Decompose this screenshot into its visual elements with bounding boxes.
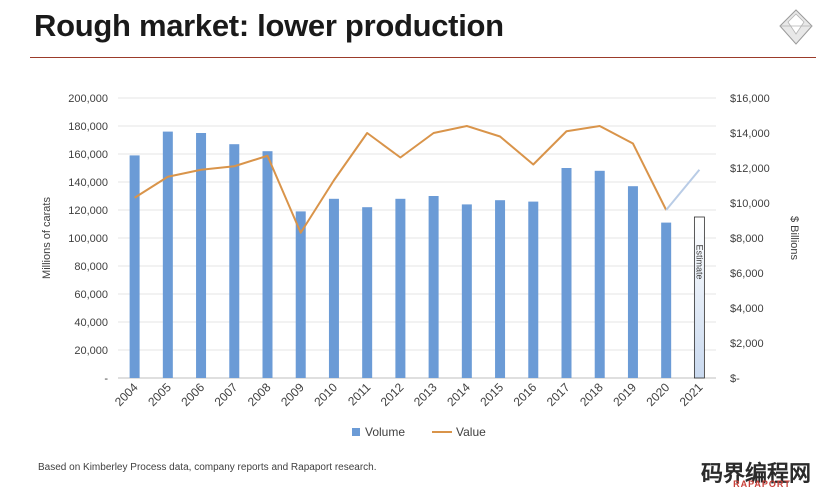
legend-label-value: Value — [456, 425, 486, 439]
x-tick-label: 2010 — [311, 380, 340, 409]
y2-tick-label: $12,000 — [730, 163, 770, 175]
y2-tick-label: $14,000 — [730, 128, 770, 140]
bar-estimate — [693, 216, 705, 379]
x-tick-label: 2007 — [212, 380, 241, 409]
y2-tick-label: $- — [730, 373, 740, 385]
bar — [229, 144, 240, 378]
y2-tick-label: $2,000 — [730, 338, 764, 350]
x-tick-label: 2019 — [610, 380, 639, 409]
bar — [594, 170, 605, 378]
x-tick-label: 2016 — [511, 380, 540, 409]
bar — [561, 168, 572, 378]
bar — [362, 207, 373, 378]
source-footnote: Based on Kimberley Process data, company… — [38, 462, 377, 473]
y-tick-label: 180,000 — [68, 121, 108, 133]
bar — [461, 204, 472, 378]
bar — [395, 198, 406, 378]
bar — [428, 196, 439, 378]
bar — [328, 198, 339, 378]
x-tick-label: 2018 — [577, 380, 606, 409]
y2-tick-label: $16,000 — [730, 93, 770, 105]
watermark-sub: RAPAPORT — [733, 479, 791, 489]
watermark: 码界编程网 — [700, 462, 811, 487]
x-tick-label: 2005 — [145, 380, 174, 409]
diamond-logo-icon — [779, 9, 813, 45]
x-tick-label: 2015 — [477, 380, 506, 409]
bar — [262, 151, 273, 378]
y2-axis-title: $ Billions — [788, 216, 800, 261]
x-tick-label: 2021 — [677, 380, 706, 409]
y-tick-label: 120,000 — [68, 205, 108, 217]
bar — [495, 200, 506, 378]
bar — [162, 131, 173, 378]
value-line-estimate — [665, 169, 701, 211]
y-tick-label: - — [104, 373, 108, 385]
x-tick-label: 2008 — [245, 380, 274, 409]
y-tick-label: 160,000 — [68, 149, 108, 161]
x-tick-label: 2009 — [278, 380, 307, 409]
y2-tick-label: $8,000 — [730, 233, 764, 245]
legend-swatch-volume — [352, 428, 360, 436]
page-title: Rough market: lower production — [34, 8, 504, 43]
y-tick-label: 20,000 — [74, 345, 108, 357]
x-tick-label: 2020 — [644, 380, 673, 409]
x-tick-label: 2011 — [345, 380, 373, 408]
y-tick-label: 80,000 — [74, 261, 108, 273]
bar — [196, 133, 207, 378]
x-tick-label: 2013 — [411, 380, 440, 409]
bar — [627, 186, 638, 378]
bar — [661, 222, 672, 378]
y2-tick-label: $4,000 — [730, 303, 764, 315]
estimate-label: Estimate — [694, 244, 704, 279]
y-tick-label: 60,000 — [74, 289, 108, 301]
title-divider — [30, 57, 816, 58]
bar — [295, 211, 306, 378]
y-axis-title: Millions of carats — [41, 197, 53, 279]
y-tick-label: 40,000 — [74, 317, 108, 329]
x-tick-label: 2004 — [112, 380, 141, 409]
x-tick-label: 2014 — [444, 380, 473, 409]
bar — [528, 201, 539, 378]
legend-label-volume: Volume — [365, 425, 405, 439]
x-tick-label: 2012 — [378, 380, 407, 409]
bar — [129, 155, 140, 378]
y-tick-label: 200,000 — [68, 93, 108, 105]
y2-tick-label: $6,000 — [730, 268, 764, 280]
y-tick-label: 100,000 — [68, 233, 108, 245]
y-tick-label: 140,000 — [68, 177, 108, 189]
x-tick-label: 2017 — [544, 380, 573, 409]
y2-tick-label: $10,000 — [730, 198, 770, 210]
value-line — [134, 125, 668, 234]
x-tick-label: 2006 — [178, 380, 207, 409]
